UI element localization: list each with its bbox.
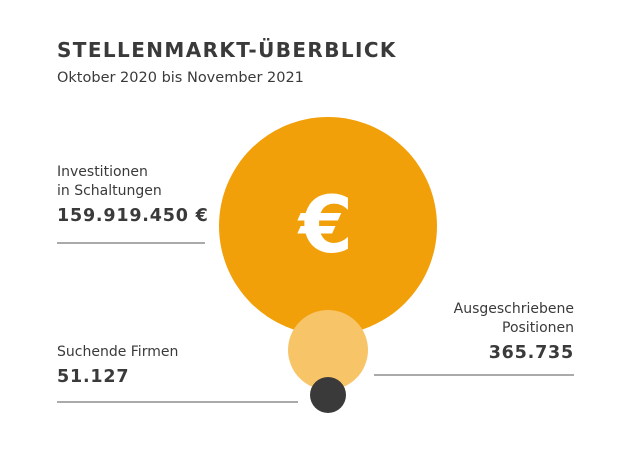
page-title: STELLENMARKT-ÜBERBLICK [57, 38, 397, 62]
firms-bubble [310, 377, 346, 413]
investments-label-line1: Investitionen [57, 164, 148, 180]
investments-label-line2: in Schaltungen [57, 183, 162, 199]
positions-value: 365.735 [488, 343, 574, 363]
investments-bubble [219, 117, 437, 335]
firms-label-line1: Suchende Firmen [57, 344, 179, 360]
positions-label-line1: Ausgeschriebene [453, 301, 574, 317]
positions-label: Ausgeschriebene Positionen 365.735 [400, 300, 574, 365]
positions-bubble [288, 310, 368, 390]
firms-label: Suchende Firmen 51.127 [57, 343, 217, 389]
positions-label-line2: Positionen [502, 320, 574, 336]
euro-icon: € [297, 181, 353, 271]
investments-label: Investitionen in Schaltungen 159.919.450… [57, 163, 217, 228]
page-subtitle: Oktober 2020 bis November 2021 [57, 70, 304, 86]
investments-value: 159.919.450 € [57, 206, 209, 226]
firms-value: 51.127 [57, 367, 130, 387]
